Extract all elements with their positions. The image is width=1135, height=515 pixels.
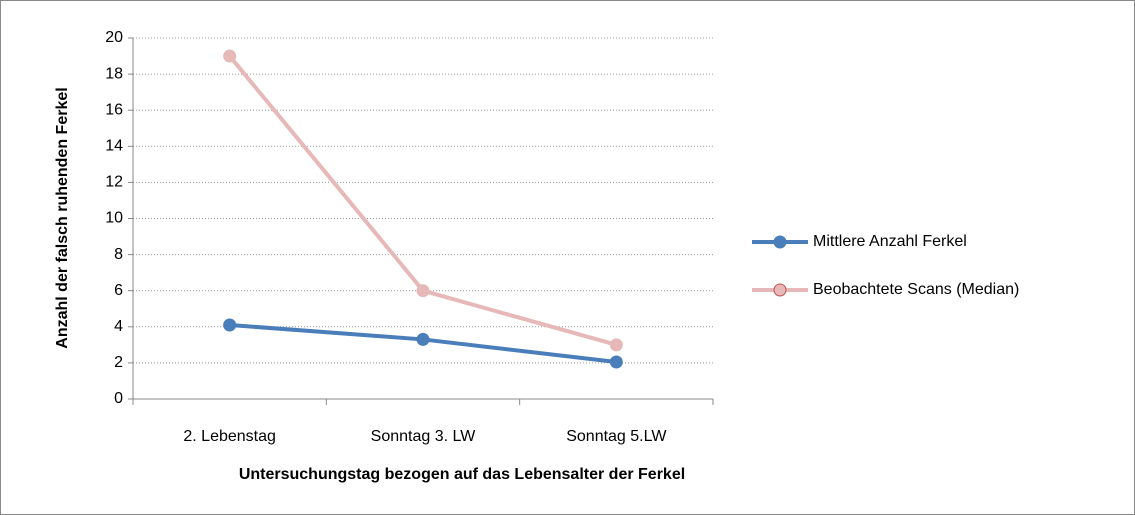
y-tick-label: 16 <box>105 101 123 118</box>
x-tick-label: 2. Lebenstag <box>183 428 276 445</box>
y-tick-label: 14 <box>105 138 123 155</box>
x-tick-label: Sonntag 5.LW <box>566 428 667 445</box>
data-point <box>416 332 430 346</box>
data-point <box>223 49 237 63</box>
data-point <box>609 355 623 369</box>
legend-marker <box>773 283 787 297</box>
y-tick-label: 8 <box>114 246 123 263</box>
y-tick-label: 12 <box>105 174 123 191</box>
y-tick-label: 10 <box>105 210 123 227</box>
legend-label: Mittlere Anzahl Ferkel <box>813 233 967 250</box>
x-tick-label: Sonntag 3. LW <box>371 428 477 445</box>
y-tick-label: 6 <box>114 282 123 299</box>
y-tick-label: 4 <box>114 318 123 335</box>
data-point <box>223 318 237 332</box>
legend-label: Beobachtete Scans (Median) <box>813 281 1019 298</box>
y-tick-label: 18 <box>105 65 123 82</box>
x-axis-title: Untersuchungstag bezogen auf das Lebensa… <box>239 466 685 483</box>
data-point <box>609 338 623 352</box>
data-point <box>416 284 430 298</box>
y-tick-label: 0 <box>114 390 123 407</box>
legend-marker <box>773 235 787 249</box>
y-tick-label: 20 <box>105 29 123 46</box>
y-tick-label: 2 <box>114 354 123 371</box>
y-axis-title: Anzahl der falsch ruhenden Ferkel <box>54 87 71 348</box>
